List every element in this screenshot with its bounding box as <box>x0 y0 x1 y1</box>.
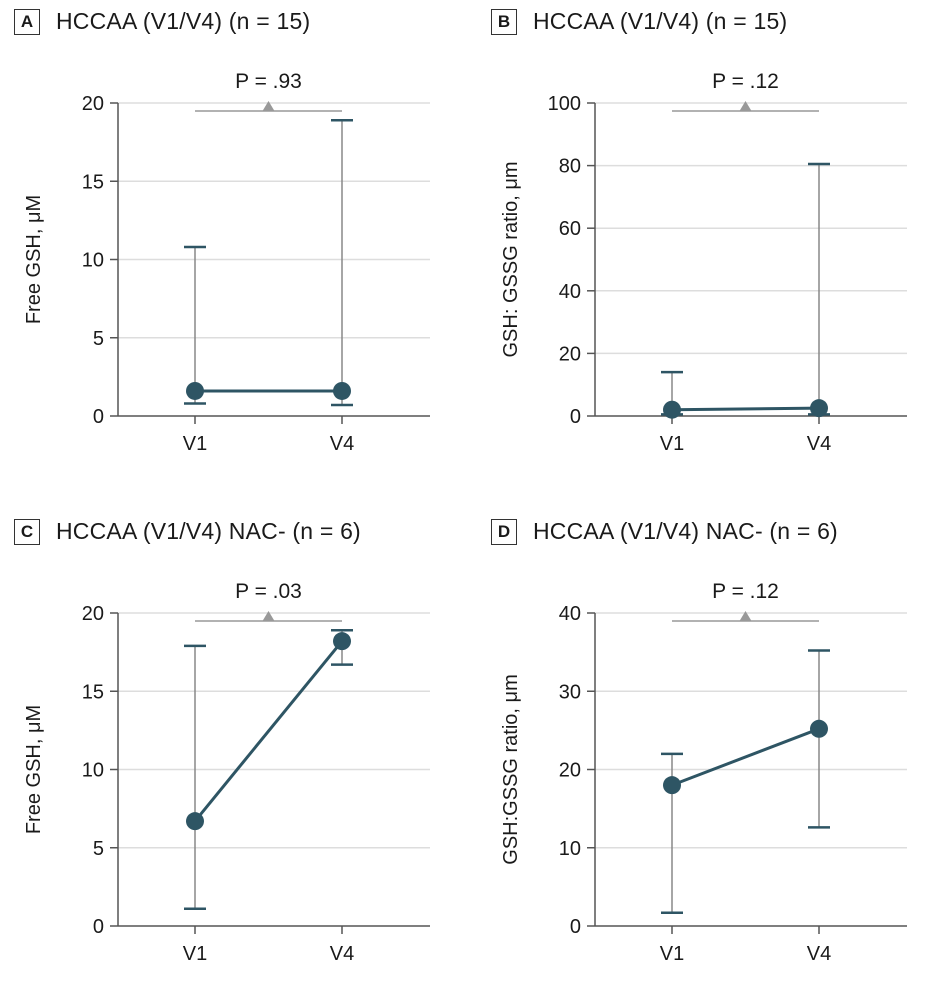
data-point <box>333 632 351 651</box>
p-value-label: P = .93 <box>235 70 302 93</box>
p-value-label: P = .12 <box>712 70 779 93</box>
x-tick-label: V1 <box>183 433 207 455</box>
y-tick-label: 40 <box>559 603 581 625</box>
y-tick-label: 10 <box>559 838 581 860</box>
data-point <box>663 776 681 795</box>
p-value-marker <box>739 611 752 621</box>
x-tick-label: V4 <box>807 943 831 965</box>
y-tick-label: 20 <box>82 603 104 625</box>
y-tick-label: 0 <box>570 916 581 938</box>
y-axis-title: GSH:GSSG ratio, μm <box>500 674 522 864</box>
p-value-marker <box>262 611 275 621</box>
chart-d: 0 10 20 30 40 V1 V4 GSH:GSSG ratio, μm P = .12 <box>500 580 907 965</box>
y-tick-label: 40 <box>559 281 581 303</box>
x-tick-label: V4 <box>807 433 831 455</box>
chart-c: 0 5 10 15 20 V1 V4 Free GSH, μM P = .03 <box>23 580 430 965</box>
y-tick-label: 60 <box>559 218 581 240</box>
panel-header: D HCCAA (V1/V4) NAC- (n = 6) <box>491 518 838 545</box>
panel-title: HCCAA (V1/V4) (n = 15) <box>533 8 788 34</box>
panel-letter: D <box>491 518 517 545</box>
p-value-marker <box>739 101 752 111</box>
y-tick-label: 20 <box>82 93 104 115</box>
data-point <box>186 381 204 400</box>
p-value-label: P = .03 <box>235 580 302 603</box>
x-tick-label: V4 <box>330 943 354 965</box>
x-tick-label: V1 <box>183 943 207 965</box>
chart-a: 0 5 10 15 20 V1 V4 Free GSH, μM P = .93 <box>23 70 430 455</box>
y-axis-title: Free GSH, μM <box>23 195 45 324</box>
x-tick-label: V4 <box>330 433 354 455</box>
y-tick-label: 5 <box>93 328 104 350</box>
data-point <box>663 400 681 419</box>
series-line <box>193 640 344 823</box>
p-value-marker <box>262 101 275 111</box>
p-value-label: P = .12 <box>712 580 779 603</box>
x-tick-label: V1 <box>660 433 684 455</box>
y-tick-label: 80 <box>559 156 581 178</box>
panel-title: HCCAA (V1/V4) NAC- (n = 6) <box>533 518 838 544</box>
panel-header: C HCCAA (V1/V4) NAC- (n = 6) <box>14 518 361 545</box>
y-tick-label: 15 <box>82 681 104 703</box>
panel-header: A HCCAA (V1/V4) (n = 15) <box>14 8 310 35</box>
y-tick-label: 5 <box>93 838 104 860</box>
panel-header: B HCCAA (V1/V4) (n = 15) <box>491 8 787 35</box>
y-tick-label: 30 <box>559 681 581 703</box>
series-line <box>671 727 820 787</box>
y-tick-label: 20 <box>559 343 581 365</box>
y-axis-title: Free GSH, μM <box>23 705 45 834</box>
data-point <box>810 399 828 418</box>
y-tick-label: 100 <box>548 93 581 115</box>
panel-title: HCCAA (V1/V4) (n = 15) <box>56 8 311 34</box>
y-tick-label: 15 <box>82 171 104 193</box>
data-point <box>333 381 351 400</box>
y-tick-label: 0 <box>93 406 104 428</box>
y-tick-label: 20 <box>559 760 581 782</box>
y-tick-label: 0 <box>570 406 581 428</box>
panel-letter: C <box>14 518 40 545</box>
panel-title: HCCAA (V1/V4) NAC- (n = 6) <box>56 518 361 544</box>
y-axis-title: GSH: GSSG ratio, μm <box>500 161 522 357</box>
panel-letter: B <box>491 8 517 35</box>
panel-c: C HCCAA (V1/V4) NAC- (n = 6) 0 5 10 15 20 V1 V… <box>0 510 463 1000</box>
panel-letter: A <box>14 8 40 35</box>
series-line <box>671 406 820 412</box>
data-point <box>810 719 828 738</box>
y-tick-label: 10 <box>82 760 104 782</box>
chart-b: 0 20 40 60 80 100 V1 V4 GSH: GSSG ratio, μm P = .… <box>500 70 907 455</box>
panel-a: A HCCAA (V1/V4) (n = 15) 0 5 10 15 20 V1 V4 Fre… <box>0 0 463 490</box>
panel-d: D HCCAA (V1/V4) NAC- (n = 6) 0 10 20 30 40 V1… <box>477 510 926 1000</box>
y-tick-label: 0 <box>93 916 104 938</box>
panel-b: B HCCAA (V1/V4) (n = 15) 0 20 40 60 80 100 V1 V… <box>477 0 926 490</box>
y-tick-label: 10 <box>82 250 104 272</box>
data-point <box>186 812 204 831</box>
x-tick-label: V1 <box>660 943 684 965</box>
